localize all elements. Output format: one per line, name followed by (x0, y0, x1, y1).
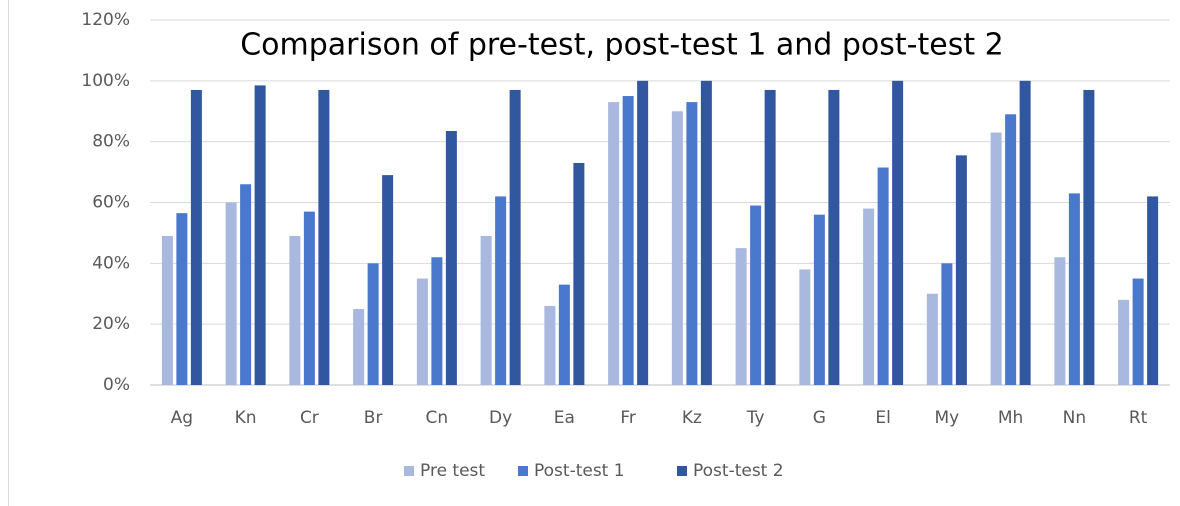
y-tick-label: 80% (92, 132, 130, 152)
bar (863, 208, 875, 385)
bar (892, 80, 904, 385)
x-tick-label: Ag (171, 408, 193, 428)
bar (1132, 278, 1144, 385)
bar (671, 111, 683, 385)
bar (1068, 193, 1080, 385)
x-tick-label: Kz (682, 408, 702, 428)
bar (1118, 299, 1130, 385)
x-tick-label: Nn (1063, 408, 1087, 428)
bar (367, 263, 379, 385)
bar (1083, 89, 1095, 385)
bar (1054, 257, 1066, 385)
x-tick-label: El (875, 408, 890, 428)
legend-swatch (677, 466, 687, 476)
x-tick-label: Ea (554, 408, 575, 428)
x-tick-label: Cr (300, 408, 319, 428)
bar (799, 269, 811, 385)
bar (990, 132, 1002, 385)
bar (318, 89, 330, 385)
y-tick-label: 20% (92, 314, 130, 334)
bar (1019, 80, 1031, 385)
bar (926, 293, 938, 385)
bar (303, 211, 315, 385)
x-tick-label: Mh (998, 408, 1023, 428)
bar (1005, 114, 1017, 386)
x-tick-label: Cn (426, 408, 449, 428)
x-tick-label: Rt (1129, 408, 1148, 428)
bar (955, 155, 967, 385)
bar (877, 167, 889, 385)
bar (495, 196, 507, 385)
x-tick-label: Ty (746, 408, 765, 428)
legend-label: Pre test (420, 461, 485, 481)
bar (573, 162, 585, 385)
bar (382, 175, 394, 385)
bar (686, 102, 698, 385)
y-tick-label: 100% (81, 71, 130, 91)
x-tick-label: G (813, 408, 826, 428)
bar (190, 89, 202, 385)
bar (544, 305, 556, 385)
y-tick-label: 40% (92, 253, 130, 273)
bar (941, 263, 953, 385)
bar (828, 89, 840, 385)
x-tick-label: Dy (489, 408, 512, 428)
bar (637, 80, 649, 385)
bar (445, 131, 457, 385)
legend-swatch (518, 466, 528, 476)
bar (289, 235, 301, 385)
bar (700, 80, 712, 385)
bar (750, 205, 762, 385)
legend-label: Post-test 2 (693, 461, 784, 481)
bar (558, 284, 570, 385)
x-tick-label: Br (364, 408, 383, 428)
bar (225, 202, 237, 385)
bar (176, 213, 188, 385)
x-tick-label: Fr (620, 408, 636, 428)
bar (608, 102, 620, 385)
chart-title: Comparison of pre-test, post-test 1 and … (240, 28, 1004, 63)
bar (509, 89, 521, 385)
bar (431, 257, 443, 385)
bar (254, 85, 266, 385)
y-tick-label: 0% (103, 375, 130, 395)
legend-label: Post-test 1 (534, 461, 625, 481)
y-tick-label: 120% (81, 10, 130, 30)
bar (622, 96, 634, 386)
bar (161, 235, 173, 385)
bar (480, 235, 492, 385)
bar (735, 248, 747, 385)
bar (353, 308, 365, 385)
legend-swatch (404, 466, 414, 476)
bar (813, 214, 825, 385)
bar (764, 89, 776, 385)
bar (1147, 196, 1159, 385)
bar (416, 278, 428, 385)
x-tick-label: My (935, 408, 960, 428)
y-tick-label: 60% (92, 193, 130, 213)
x-tick-label: Kn (235, 408, 257, 428)
bar (240, 184, 252, 385)
